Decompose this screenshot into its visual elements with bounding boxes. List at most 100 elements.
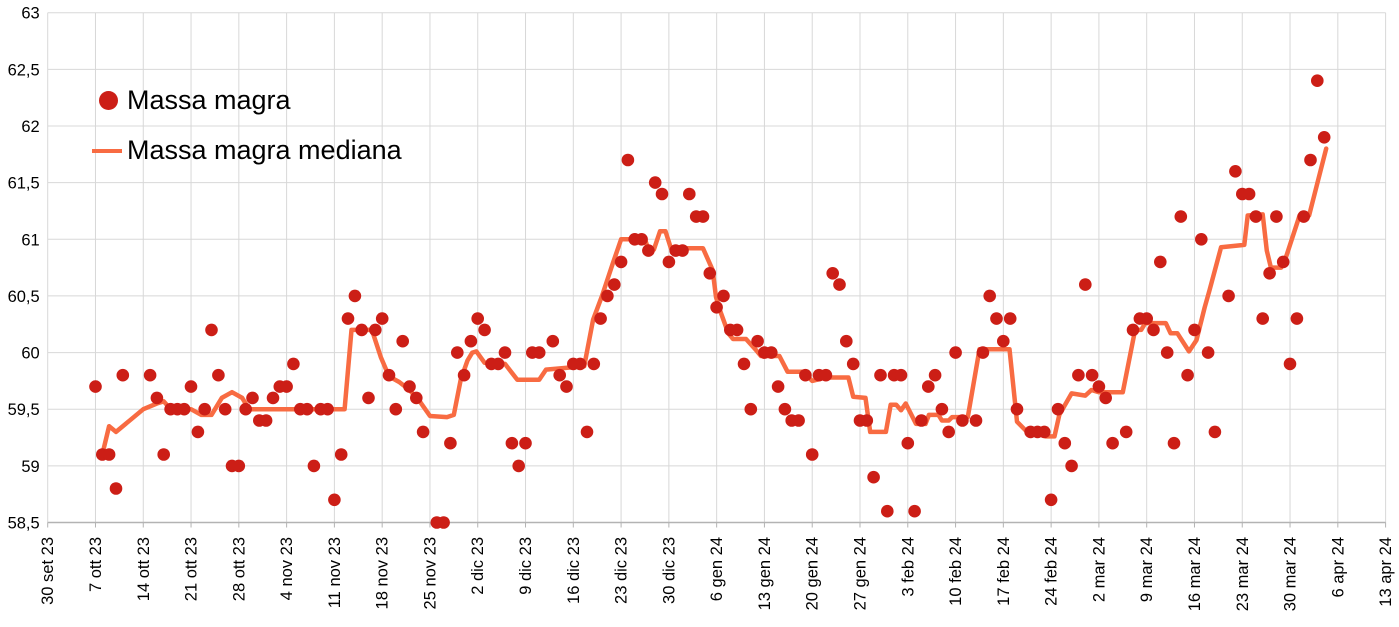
data-point [143, 368, 157, 382]
x-tick-label: 30 mar 24 [1282, 537, 1300, 611]
data-point [778, 402, 792, 416]
data-point [942, 425, 955, 439]
x-tick-label: 14 ott 23 [135, 537, 153, 601]
data-point [717, 289, 730, 303]
data-point [648, 176, 662, 189]
data-point [1290, 312, 1304, 325]
data-point [553, 368, 566, 382]
x-tick-label: 13 gen 24 [756, 537, 774, 610]
data-point [922, 380, 935, 393]
data-point [799, 368, 812, 382]
data-point [594, 312, 607, 325]
data-point [280, 380, 293, 393]
data-point [416, 425, 430, 439]
data-point [341, 312, 355, 325]
data-point [894, 368, 908, 382]
data-point [1263, 267, 1276, 280]
data-point [464, 334, 478, 348]
data-point [457, 368, 471, 382]
legend-label: Massa magra [127, 85, 291, 115]
data-point [1106, 436, 1119, 450]
data-point [546, 334, 560, 348]
data-point [375, 312, 389, 325]
data-point [928, 368, 942, 382]
data-point [177, 402, 191, 416]
x-tick-label: 23 dic 23 [613, 537, 631, 604]
y-tick-label: 60,5 [8, 288, 40, 306]
data-point [491, 357, 505, 371]
y-tick-label: 59,5 [8, 401, 40, 419]
data-point [218, 402, 232, 416]
data-point [1058, 436, 1072, 450]
data-point [1051, 402, 1065, 416]
data-point [587, 357, 601, 371]
data-point [478, 323, 491, 337]
data-point [1208, 425, 1222, 439]
x-tick-label: 9 mar 24 [1138, 537, 1156, 602]
data-point [532, 346, 546, 359]
data-point [287, 357, 300, 371]
x-tick-label: 11 nov 23 [326, 537, 344, 608]
data-point [1044, 493, 1058, 507]
data-point [382, 368, 396, 382]
data-point [396, 334, 410, 348]
data-point [1201, 346, 1215, 359]
data-point [1072, 368, 1085, 382]
data-point [348, 289, 362, 303]
data-point [410, 391, 423, 405]
x-tick-label: 10 feb 24 [947, 537, 965, 606]
data-point [1010, 402, 1024, 416]
data-point [1079, 278, 1092, 291]
data-point [109, 482, 123, 495]
data-point [935, 402, 949, 416]
data-point [560, 380, 573, 393]
data-point [696, 210, 710, 223]
x-tick-label: 23 mar 24 [1234, 537, 1252, 611]
x-tick-label: 6 apr 24 [1329, 537, 1347, 598]
data-point [874, 368, 887, 382]
data-point [881, 504, 894, 518]
data-point [1297, 210, 1310, 223]
data-point [519, 436, 532, 450]
legend: Massa magra Massa magra mediana [92, 82, 402, 169]
x-tick-label: 2 dic 23 [469, 537, 487, 595]
data-point [655, 187, 669, 201]
data-point [983, 289, 996, 303]
data-point [1276, 255, 1290, 269]
y-tick-label: 61,5 [8, 175, 40, 193]
data-point [191, 425, 205, 439]
data-point [744, 402, 758, 416]
data-point [710, 301, 723, 314]
data-point [1222, 289, 1235, 303]
data-point [403, 380, 416, 393]
y-tick-label: 63 [21, 5, 39, 23]
data-point [369, 323, 382, 337]
data-point [232, 459, 246, 473]
data-point [1099, 391, 1112, 405]
data-point [1304, 153, 1317, 167]
data-point [1283, 357, 1297, 371]
data-point [826, 267, 839, 280]
x-tick-label: 16 mar 24 [1186, 537, 1204, 611]
x-tick-label: 30 dic 23 [660, 537, 678, 604]
x-tick-label: 16 dic 23 [565, 537, 583, 604]
x-tick-label: 13 apr 24 [1377, 537, 1395, 607]
y-tick-label: 58,5 [8, 515, 40, 533]
x-tick-label: 17 feb 24 [995, 537, 1013, 606]
data-point [1270, 210, 1283, 223]
data-point [205, 323, 218, 337]
data-point [444, 436, 457, 450]
x-tick-label: 18 nov 23 [374, 537, 392, 609]
data-point [860, 414, 874, 427]
x-tick-label: 30 set 23 [39, 537, 57, 605]
x-tick-label: 20 gen 24 [804, 537, 822, 610]
data-point [512, 459, 525, 473]
data-point [451, 346, 464, 359]
data-point [580, 425, 594, 439]
data-point [683, 187, 696, 201]
data-point [730, 323, 744, 337]
x-tick-label: 9 dic 23 [517, 537, 535, 595]
data-point [184, 380, 198, 393]
data-point [642, 244, 655, 257]
data-point [321, 402, 334, 416]
